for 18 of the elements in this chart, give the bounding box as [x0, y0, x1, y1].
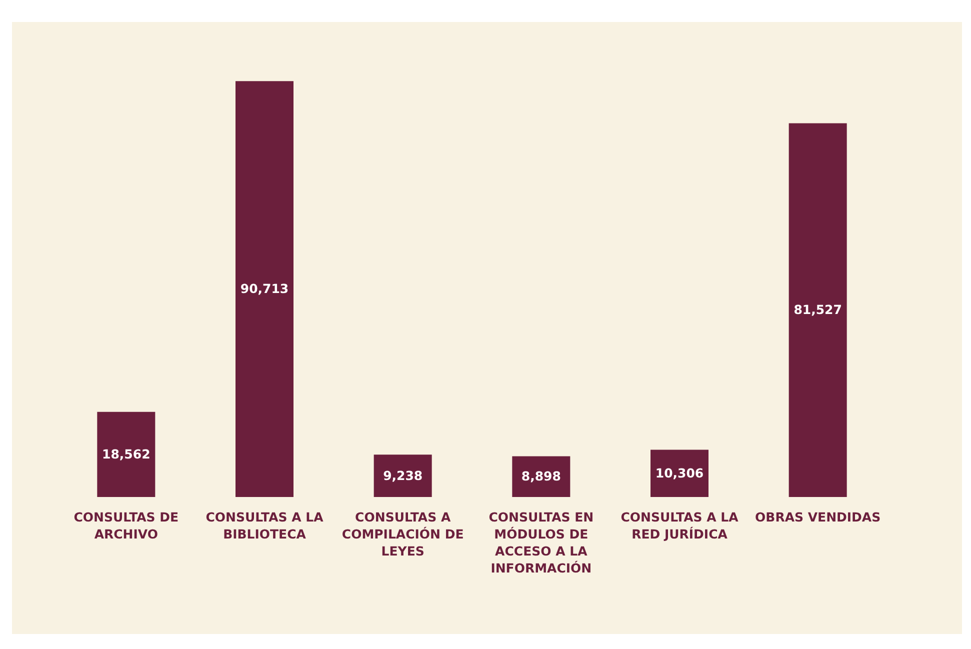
- bar: [650, 450, 708, 497]
- data-label: 81,527: [794, 302, 842, 318]
- x-tick-label: CONSULTAS A COMPILACIÓN DE LEYES: [342, 510, 464, 558]
- x-tick-label: CONSULTAS EN MÓDULOS DE ACCESO A LA INFORMACIÓN: [488, 510, 594, 576]
- data-label: 10,306: [655, 465, 704, 480]
- data-label: 9,238: [383, 468, 423, 483]
- x-tick-label: CONSULTAS DE ARCHIVO: [74, 510, 179, 542]
- data-label: 90,713: [240, 281, 289, 296]
- x-tick-label: CONSULTAS A LA BIBLIOTECA: [206, 510, 324, 542]
- data-label: 8,898: [521, 468, 561, 484]
- bar: [97, 412, 156, 497]
- bar: [512, 456, 570, 497]
- bar: [236, 81, 294, 497]
- x-tick-label: OBRAS VENDIDAS: [755, 510, 881, 524]
- x-tick-label: CONSULTAS A LA RED JURÍDICA: [620, 510, 739, 542]
- bar: [374, 454, 432, 497]
- data-label: 18,562: [102, 446, 150, 462]
- bar: [788, 123, 847, 497]
